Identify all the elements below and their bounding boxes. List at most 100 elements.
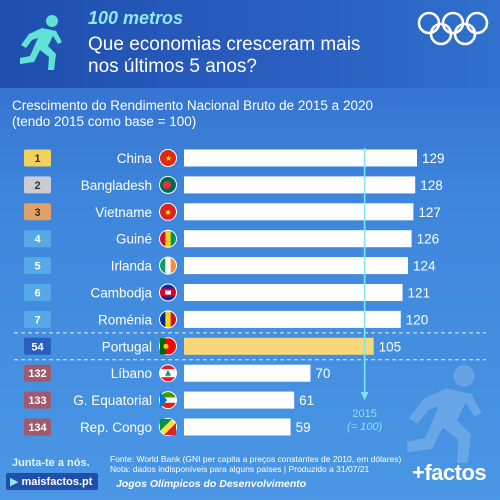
bar xyxy=(184,337,374,355)
chart-row: 133 G. Equatorial 61 xyxy=(24,391,314,410)
portugal-flag-icon xyxy=(159,337,177,356)
value-label: 124 xyxy=(413,259,436,274)
chart-title-sub: (tendo 2015 como base = 100) xyxy=(12,114,197,129)
congo-flag-icon xyxy=(159,418,177,436)
rank-badge xyxy=(24,418,51,436)
value-label: 129 xyxy=(422,151,445,166)
rank-label: 4 xyxy=(34,234,41,246)
background-runner-icon xyxy=(407,365,482,463)
chart-row: 7 Roménia 120 xyxy=(24,310,429,329)
rank-badge xyxy=(24,176,51,194)
rank-label: 2 xyxy=(34,180,40,192)
website-link-label: maisfactos.pt xyxy=(21,476,93,488)
category-label: Líbano xyxy=(111,366,152,381)
vietnam-flag-icon: ★ xyxy=(159,202,177,221)
rank-badge xyxy=(24,284,51,301)
category-label: Cambodja xyxy=(90,286,152,301)
reference-arrow-icon xyxy=(360,392,369,400)
bar xyxy=(184,230,412,248)
headline-subtitle: 100 metros xyxy=(88,8,184,28)
china-flag-icon: ★ xyxy=(159,149,177,167)
rank-label: 3 xyxy=(34,207,40,219)
cambodia-flag-icon xyxy=(159,283,177,302)
value-label: 70 xyxy=(315,366,330,381)
rank-badge xyxy=(24,257,51,275)
bar xyxy=(184,203,414,221)
bar xyxy=(184,149,417,167)
guinea-flag-icon xyxy=(159,229,177,248)
value-label: 121 xyxy=(408,286,431,301)
category-label: China xyxy=(117,151,153,166)
rank-badge xyxy=(24,230,51,248)
rank-badge xyxy=(24,310,51,328)
rank-badge xyxy=(24,337,51,355)
headline-title: Que economias cresceram mais nos últimos… xyxy=(88,34,361,77)
rank-badge xyxy=(24,149,51,167)
chart-title: Crescimento do Rendimento Nacional Bruto… xyxy=(12,98,482,130)
rank-label: 6 xyxy=(34,288,40,300)
bar xyxy=(184,364,311,382)
category-label: Portugal xyxy=(102,339,152,354)
chart-row: 134 Rep. Congo 59 xyxy=(24,418,311,436)
category-label: Irlanda xyxy=(111,259,153,274)
rank-badge xyxy=(24,391,51,409)
chart-row: 3 Vietname ★ 127 xyxy=(24,202,441,221)
chart-row: 132 Líbano 70 xyxy=(24,364,330,383)
chart-row: 1 China ★ 129 xyxy=(24,149,445,167)
category-label: Roménia xyxy=(98,312,153,327)
footer-source: Fonte: World Bank (GNI per capita a preç… xyxy=(110,454,402,464)
bar xyxy=(184,176,416,194)
brand-logo: +factos xyxy=(412,460,487,485)
header-band xyxy=(0,0,500,88)
category-label: G. Equatorial xyxy=(73,393,152,408)
chart-row: 6 Cambodja 121 xyxy=(24,283,431,302)
category-label: Guiné xyxy=(116,232,152,247)
equatorial-guinea-flag-icon xyxy=(159,391,177,410)
category-label: Vietname xyxy=(95,205,152,220)
value-label: 126 xyxy=(417,232,440,247)
chart-row: 4 Guiné 126 xyxy=(24,229,440,248)
value-label: 128 xyxy=(420,178,443,193)
value-label: 105 xyxy=(379,339,402,354)
rank-label: 1 xyxy=(34,153,40,165)
bangladesh-flag-icon xyxy=(159,175,177,194)
chart-row: 5 Irlanda 124 xyxy=(24,256,436,275)
value-label: 120 xyxy=(406,312,429,327)
mouse-icon: ▶ xyxy=(10,476,19,488)
svg-text:★: ★ xyxy=(165,208,172,217)
chart-title-main: Crescimento do Rendimento Nacional Bruto… xyxy=(12,98,373,113)
value-label: 61 xyxy=(299,393,314,408)
bar xyxy=(184,310,401,328)
category-label: Rep. Congo xyxy=(80,420,152,435)
reference-year-label: 2015 xyxy=(352,408,376,420)
footer-cta: Junta-te a nós. xyxy=(12,457,90,469)
rank-label: 133 xyxy=(28,395,46,407)
olympic-rings-icon xyxy=(417,11,489,46)
runner-icon xyxy=(20,15,62,70)
ireland-flag-icon xyxy=(159,256,177,275)
chart-row: 2 Bangladesh 128 xyxy=(24,175,443,194)
bar xyxy=(184,284,403,301)
rank-label: 7 xyxy=(34,314,40,326)
rank-label: 5 xyxy=(34,261,40,273)
footer-games-title: Jogos Olímpicos do Desenvolvimento xyxy=(116,478,307,490)
bar xyxy=(184,257,408,275)
value-label: 59 xyxy=(296,420,311,435)
rank-badge xyxy=(24,364,51,382)
rank-label: 132 xyxy=(28,368,46,380)
lebanon-flag-icon xyxy=(159,364,177,383)
value-label: 127 xyxy=(418,205,441,220)
rank-label: 134 xyxy=(28,422,47,434)
footer-note: Nota: dados indisponíveis para alguns pa… xyxy=(110,464,370,474)
svg-text:★: ★ xyxy=(165,154,172,163)
rank-badge xyxy=(24,203,51,221)
bar xyxy=(184,418,291,436)
romania-flag-icon xyxy=(159,310,177,329)
bar xyxy=(184,391,295,409)
chart-row: 54 Portugal 105 xyxy=(24,337,402,356)
rank-label: 54 xyxy=(31,341,44,353)
website-link[interactable]: ▶ maisfactos.pt xyxy=(6,473,99,490)
reference-base-label: (= 100) xyxy=(347,421,382,433)
category-label: Bangladesh xyxy=(81,178,152,193)
